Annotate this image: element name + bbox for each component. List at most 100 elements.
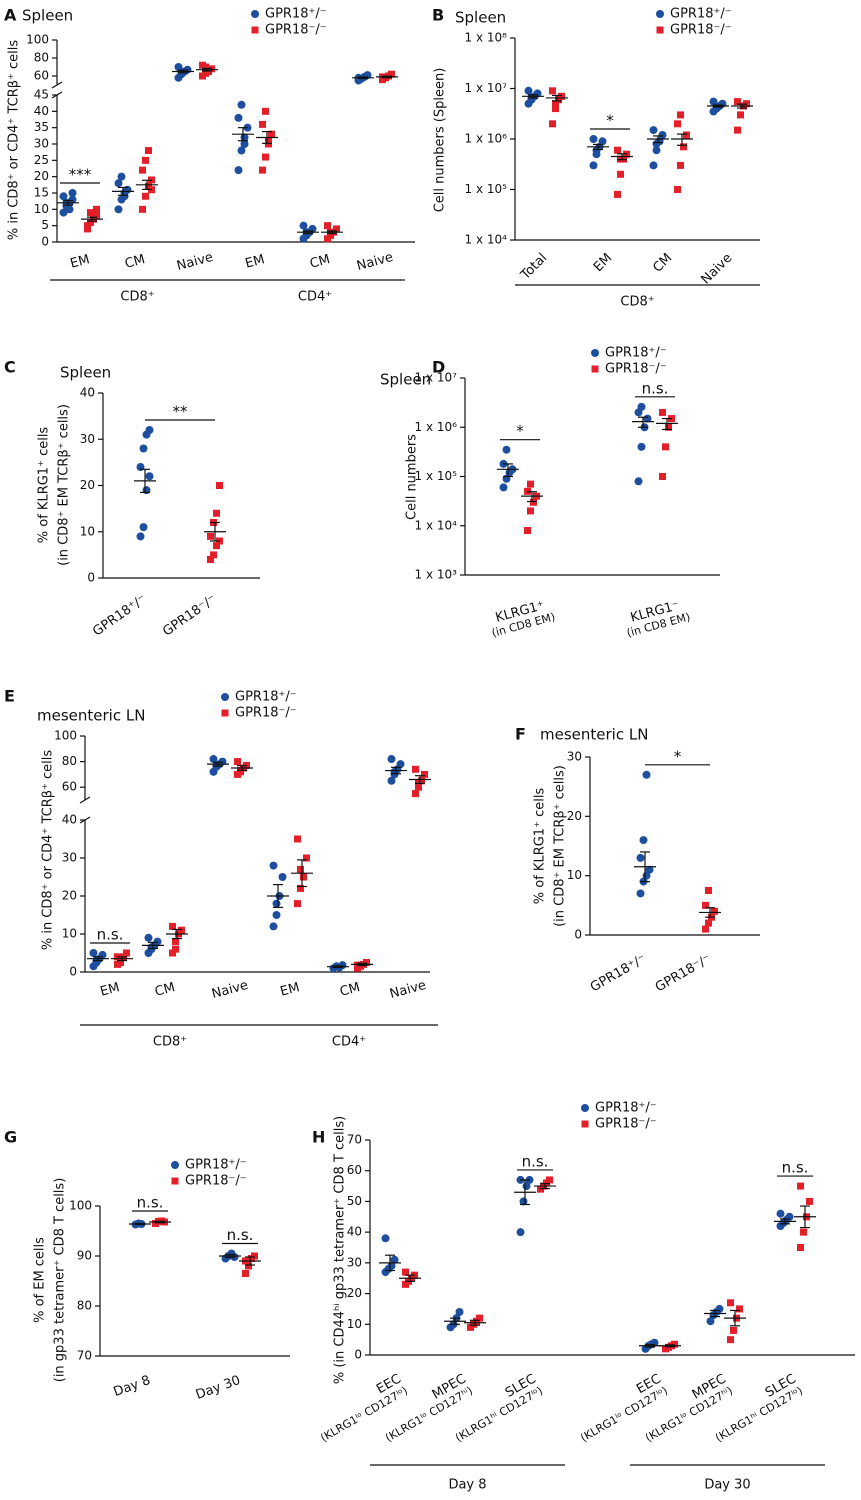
group-label: CD4⁺ bbox=[298, 290, 332, 305]
data-point bbox=[705, 919, 712, 927]
significance-label: * bbox=[606, 112, 614, 130]
data-point bbox=[210, 551, 217, 559]
y-axis-label: % in CD8⁺ or CD4⁺ TCRβ⁺ cells bbox=[41, 750, 56, 951]
data-point bbox=[363, 959, 370, 966]
data-point bbox=[652, 139, 661, 148]
y-tick-label: 40 bbox=[34, 104, 49, 118]
axis-break bbox=[79, 796, 91, 804]
data-point bbox=[671, 1340, 678, 1348]
error-bar bbox=[327, 230, 337, 235]
data-point bbox=[806, 1197, 813, 1205]
significance-label: ** bbox=[173, 403, 189, 421]
error-bar bbox=[503, 463, 513, 478]
data-point bbox=[123, 949, 130, 957]
x-tick-label: Day 30 bbox=[194, 1373, 243, 1403]
legend-label: GPR18⁺/⁻ bbox=[595, 1101, 657, 1116]
x-tick-label: EM bbox=[69, 252, 92, 272]
data-point bbox=[674, 120, 681, 128]
y-tick-label: 100 bbox=[69, 1199, 92, 1213]
x-tick-label: Naive bbox=[210, 978, 250, 1002]
y-tick-label: 80 bbox=[62, 754, 77, 768]
x-tick-label: Naive bbox=[699, 251, 736, 288]
data-point bbox=[736, 1305, 743, 1313]
y-tick-label: 1 x 10⁵ bbox=[415, 469, 458, 483]
data-point bbox=[139, 166, 146, 174]
data-point bbox=[272, 899, 281, 908]
y-tick-label: 60 bbox=[34, 69, 49, 83]
data-point bbox=[387, 776, 396, 785]
error-bar bbox=[705, 907, 715, 918]
y-axis-label: Cell numbers (Spleen) bbox=[433, 68, 448, 213]
error-bar bbox=[63, 199, 73, 206]
error-bar bbox=[135, 1222, 145, 1226]
error-bar bbox=[273, 883, 283, 909]
x-tick-label: GPR18⁻/⁻ bbox=[160, 592, 219, 640]
error-bar bbox=[262, 130, 272, 144]
group-label: Day 8 bbox=[448, 1478, 486, 1493]
data-point bbox=[396, 760, 405, 769]
y-tick-label: 40 bbox=[347, 1225, 362, 1239]
data-point bbox=[421, 770, 428, 778]
panel-title: Spleen bbox=[22, 7, 73, 25]
error-bar bbox=[710, 1309, 720, 1318]
error-bar bbox=[737, 103, 747, 109]
data-point bbox=[558, 92, 565, 100]
legend-label: GPR18⁺/⁻ bbox=[670, 7, 732, 22]
data-point bbox=[213, 509, 220, 517]
y-tick-label: 0 bbox=[574, 928, 582, 942]
y-axis-label: % in CD8⁺ or CD4⁺ TCRβ⁺ cells bbox=[7, 40, 22, 241]
data-point bbox=[549, 87, 556, 95]
data-point bbox=[797, 1244, 804, 1251]
y-tick-label: 50 bbox=[347, 1194, 362, 1208]
data-point bbox=[665, 423, 672, 431]
data-point bbox=[147, 943, 156, 952]
y-axis-label: (in gp33 tetramer⁺ CD8 T cells) bbox=[53, 1178, 68, 1383]
y-tick-label: 30 bbox=[347, 1255, 362, 1269]
legend-label: GPR18⁻/⁻ bbox=[235, 706, 297, 721]
data-point bbox=[455, 1308, 464, 1316]
data-point bbox=[662, 443, 669, 451]
x-tick-label: CM bbox=[650, 251, 675, 276]
data-point bbox=[677, 111, 684, 119]
data-point bbox=[524, 86, 533, 95]
data-point bbox=[614, 146, 621, 154]
y-axis-label: % (in CD44ʰⁱ gp33 tetramer⁺ CD8 T cells) bbox=[333, 1116, 348, 1384]
y-tick-label: 70 bbox=[77, 1349, 92, 1363]
data-point bbox=[516, 1228, 525, 1237]
data-point bbox=[139, 205, 146, 213]
error-bar bbox=[520, 1179, 530, 1206]
significance-label: n.s. bbox=[642, 379, 669, 397]
legend-marker bbox=[171, 1177, 179, 1185]
data-point bbox=[715, 1304, 724, 1313]
data-point bbox=[649, 126, 658, 135]
data-point bbox=[65, 205, 74, 214]
error-bar bbox=[140, 468, 150, 494]
data-point bbox=[645, 865, 654, 874]
data-point bbox=[268, 130, 275, 138]
data-point bbox=[136, 532, 145, 541]
y-tick-label: 80 bbox=[34, 51, 49, 65]
y-tick-label: 60 bbox=[62, 780, 77, 794]
y-tick-label: 1 x 10⁶ bbox=[465, 132, 508, 146]
significance-label: n.s. bbox=[137, 1194, 164, 1212]
panel-letter: C bbox=[4, 358, 16, 377]
group-label: Day 30 bbox=[704, 1478, 750, 1493]
x-tick-label: GPR18⁻/⁻ bbox=[653, 952, 714, 996]
data-point bbox=[142, 192, 149, 200]
x-tick-label: Total bbox=[518, 251, 551, 284]
error-bar bbox=[155, 1220, 165, 1224]
data-point bbox=[652, 146, 661, 155]
y-tick-label: 40 bbox=[62, 813, 77, 827]
data-point bbox=[324, 222, 331, 230]
data-point bbox=[59, 208, 68, 217]
data-point bbox=[637, 402, 646, 411]
significance-label: n.s. bbox=[227, 1226, 254, 1244]
error-bar bbox=[450, 1317, 460, 1325]
x-tick-label: Naive bbox=[355, 250, 395, 274]
data-point bbox=[658, 131, 667, 140]
data-point bbox=[702, 901, 709, 909]
data-point bbox=[202, 63, 209, 71]
error-bar bbox=[358, 76, 368, 80]
y-tick-label: 20 bbox=[347, 1286, 362, 1300]
error-bar bbox=[645, 1343, 655, 1348]
